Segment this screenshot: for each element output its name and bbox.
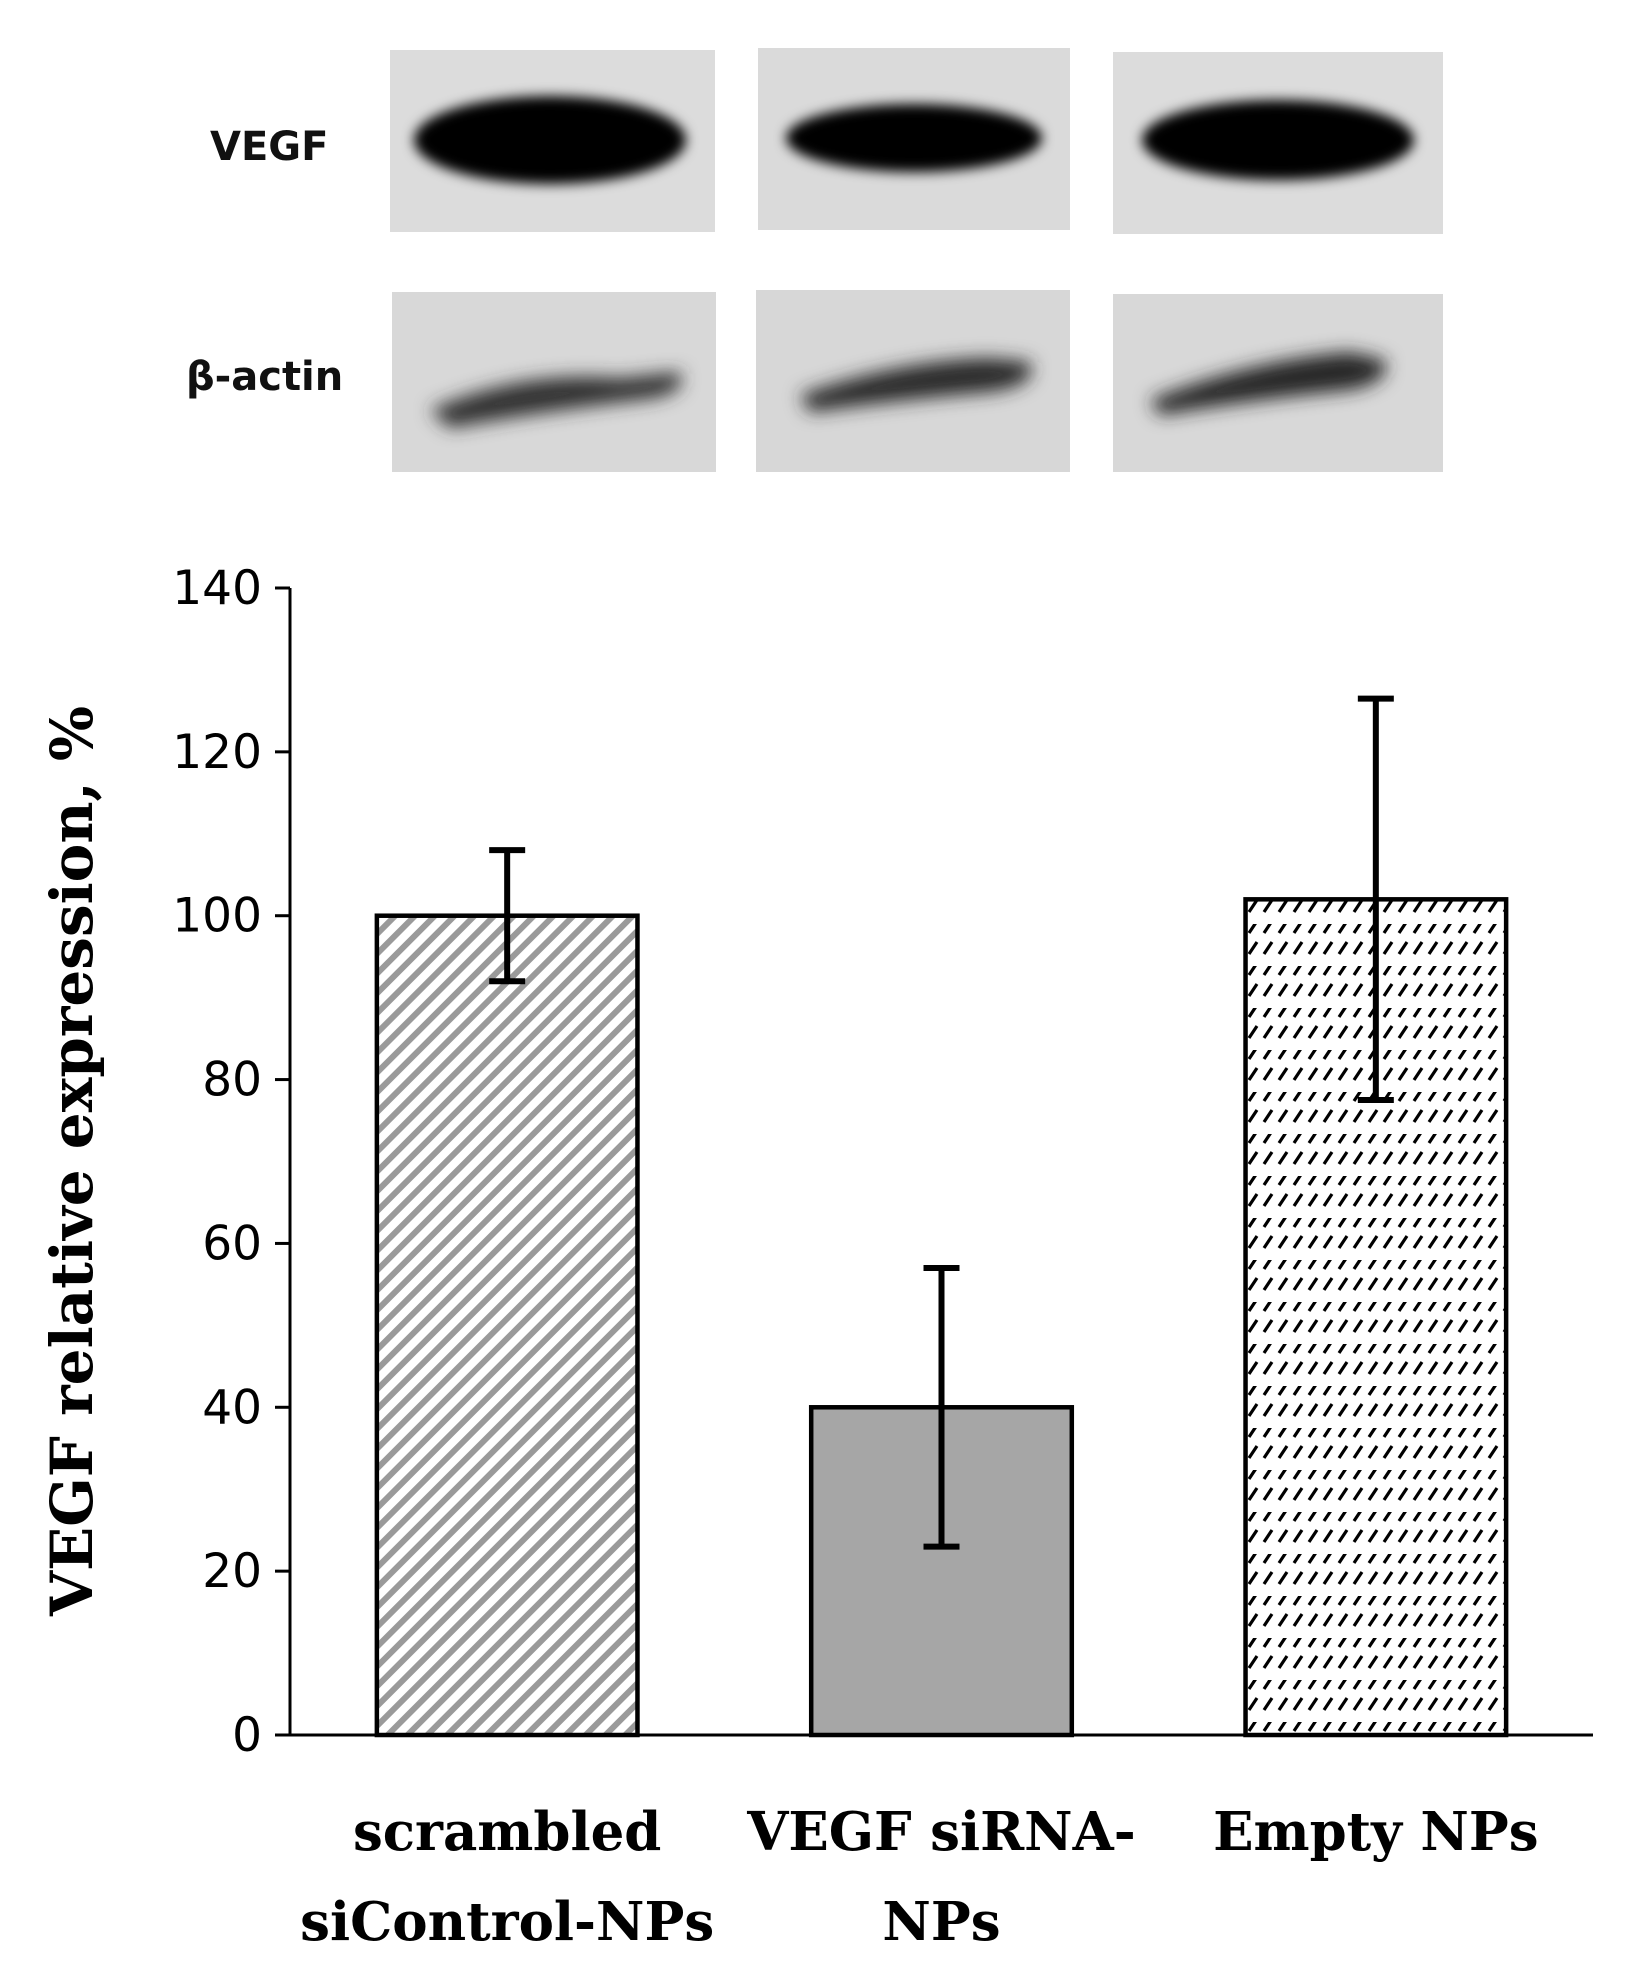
y-tick-label: 20 [202, 1544, 262, 1599]
blot-row-beta-actin [392, 290, 1443, 472]
blot-row-label-vegf: VEGF [210, 124, 328, 170]
y-tick-label: 40 [202, 1380, 262, 1435]
blot-band-2-actin [800, 358, 1032, 412]
blot-band-2-vegf [786, 104, 1042, 172]
error-bars-layer [489, 695, 1394, 1550]
y-tick-label: 100 [172, 889, 262, 944]
western-blot-panel: VEGF β-actin [186, 48, 1443, 472]
y-tick-label: 140 [172, 561, 262, 616]
error-bar-1 [489, 847, 526, 985]
x-category-labels: scrambled siControl-NPs VEGF siRNA- NPs Empt… [300, 1801, 1538, 1953]
bar-1 [374, 913, 640, 1738]
axes-layer [288, 588, 1593, 1737]
y-tick-label: 120 [172, 725, 262, 780]
bar-chart: 0 20 40 60 80 100 120 140 scrambled siControl-NP… [38, 561, 1593, 1953]
blot-band-3-vegf [1142, 100, 1414, 180]
x-category-label-line: scrambled [353, 1801, 661, 1863]
error-bar-3 [1357, 695, 1394, 1104]
bars-layer [374, 897, 1509, 1738]
x-category-label-3: Empty NPs [1213, 1801, 1538, 1863]
error-bar-2 [923, 1265, 960, 1550]
x-category-label-line: siControl-NPs [300, 1891, 714, 1953]
x-category-label-line: Empty NPs [1213, 1801, 1538, 1863]
y-axis-label: VEGF relative expression, % [38, 706, 106, 1617]
y-tick-label: 60 [202, 1216, 262, 1271]
x-category-label-1: scrambled siControl-NPs [300, 1801, 714, 1953]
x-category-label-2: VEGF siRNA- NPs [746, 1801, 1135, 1953]
y-tick-label: 0 [232, 1708, 262, 1763]
y-ticks-layer: 0 20 40 60 80 100 120 140 [172, 561, 290, 1763]
x-category-label-line: NPs [882, 1891, 1000, 1953]
blot-row-label-beta-actin: β-actin [186, 354, 343, 400]
blot-band-1-actin [430, 372, 682, 428]
x-category-label-line: VEGF siRNA- [746, 1801, 1135, 1863]
blot-row-vegf [390, 48, 1443, 234]
blot-band-1-vegf [414, 96, 686, 184]
blot-band-3-actin [1150, 352, 1386, 415]
y-tick-label: 80 [202, 1053, 262, 1108]
